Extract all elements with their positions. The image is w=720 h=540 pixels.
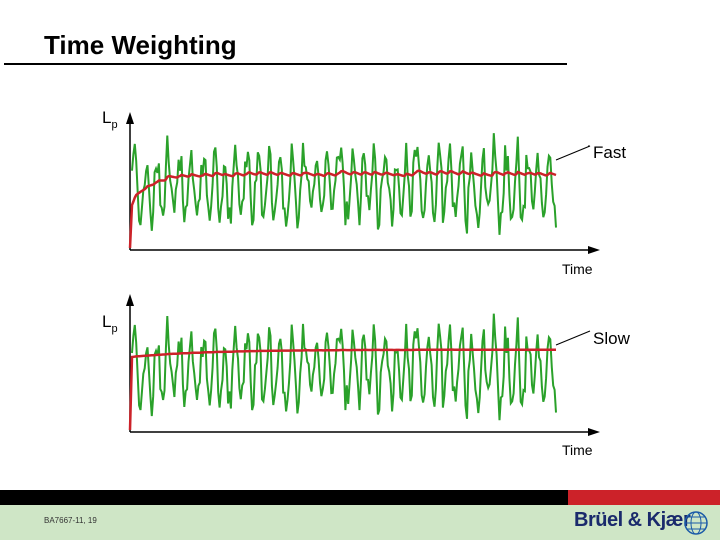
y-axis-label-slow: Lp	[102, 312, 118, 335]
fast-weighted-curve	[128, 169, 557, 249]
globe-icon	[684, 511, 708, 535]
title-underline	[4, 63, 567, 65]
time-weighting-diagram: Lp Fast Time Lp Slow Time	[102, 108, 631, 458]
slow-curve-label: Slow	[593, 329, 631, 348]
x-axis-label-fast: Time	[562, 261, 593, 277]
fast-label-leader	[555, 145, 591, 161]
slow-label-leader	[555, 330, 591, 346]
panel-slow: Lp Slow Time	[102, 294, 631, 458]
slide-title: Time Weighting	[44, 30, 237, 60]
footer-red-bar	[568, 490, 720, 505]
y-axis-label-fast: Lp	[102, 108, 118, 131]
signal-trace-fast	[131, 133, 557, 235]
slow-weighted-curve	[128, 348, 556, 431]
x-axis-arrow-slow	[588, 428, 600, 436]
x-axis-label-slow: Time	[562, 442, 593, 458]
x-axis-arrow-fast	[588, 246, 600, 254]
footer-band	[0, 505, 720, 540]
document-code: BA7667-11, 19	[44, 516, 97, 525]
y-axis-arrow-fast	[126, 112, 134, 124]
brand-logo: Brüel & Kjær	[574, 509, 691, 531]
y-axis-arrow-slow	[126, 294, 134, 306]
footer-dark-bar	[0, 490, 568, 505]
fast-curve-label: Fast	[593, 143, 626, 162]
panel-fast: Lp Fast Time	[102, 108, 626, 277]
signal-trace-slow	[131, 313, 557, 421]
